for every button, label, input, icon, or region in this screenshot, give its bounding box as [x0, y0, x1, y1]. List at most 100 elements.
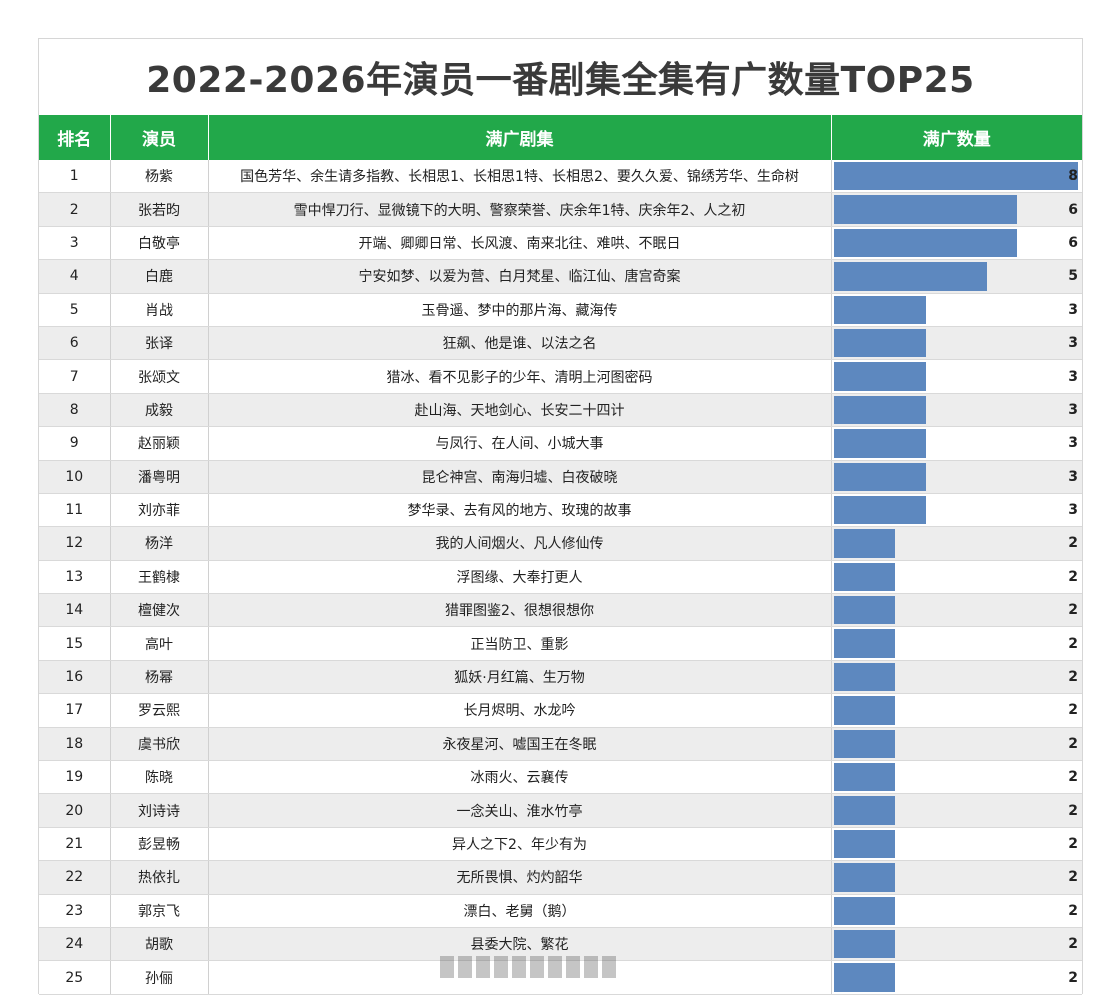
count-value: 3 — [1068, 401, 1078, 418]
count-bar — [833, 963, 895, 992]
count-value: 3 — [1068, 435, 1078, 452]
count-cell: 2 — [831, 626, 1082, 661]
actor-cell: 王鹤棣 — [110, 560, 209, 595]
count-bar — [833, 262, 987, 291]
header-count: 满广数量 — [831, 115, 1082, 160]
count-value: 2 — [1068, 969, 1078, 986]
actor-cell: 张颂文 — [110, 359, 209, 394]
page-title: 2022-2026年演员一番剧集全集有广数量TOP25 — [146, 60, 975, 101]
count-cell: 3 — [831, 359, 1082, 394]
actor-cell: 陈晓 — [110, 760, 209, 795]
count-bar — [833, 228, 1017, 258]
count-value: 2 — [1068, 902, 1078, 919]
rank-cell: 16 — [39, 660, 111, 695]
count-cell: 6 — [831, 192, 1082, 227]
header-dramas: 满广剧集 — [208, 115, 832, 160]
count-cell: 5 — [831, 259, 1082, 294]
dramas-cell: 一念关山、淮水竹亭 — [208, 793, 832, 828]
count-value: 6 — [1068, 201, 1078, 218]
table-row: 6 张译 狂飙、他是谁、以法之名 3 — [39, 326, 1082, 361]
dramas-cell: 漂白、老舅（鹅） — [208, 894, 832, 928]
count-bar — [833, 295, 926, 324]
dramas-cell: 昆仑神宫、南海归墟、白夜破晓 — [208, 460, 832, 494]
dramas-cell: 猎冰、看不见影子的少年、清明上河图密码 — [208, 359, 832, 394]
count-cell: 2 — [831, 960, 1082, 995]
rank-cell: 13 — [39, 560, 111, 595]
actor-cell: 杨幂 — [110, 660, 209, 695]
dramas-cell: 赴山海、天地剑心、长安二十四计 — [208, 393, 832, 428]
count-value: 2 — [1068, 735, 1078, 752]
dramas-cell: 无所畏惧、灼灼韶华 — [208, 860, 832, 895]
table-row: 9 赵丽颖 与凤行、在人间、小城大事 3 — [39, 426, 1082, 461]
dramas-cell: 国色芳华、余生请多指教、长相思1、长相思1特、长相思2、要久久爱、锦绣芳华、生命… — [208, 160, 832, 194]
table-row: 25 孙俪 2 — [39, 960, 1082, 995]
table-row: 1 杨紫 国色芳华、余生请多指教、长相思1、长相思1特、长相思2、要久久爱、锦绣芳华… — [39, 160, 1082, 194]
dramas-cell — [208, 960, 832, 995]
table-row: 18 虞书欣 永夜星河、嘘国王在冬眠 2 — [39, 727, 1082, 762]
table-row: 8 成毅 赴山海、天地剑心、长安二十四计 3 — [39, 393, 1082, 428]
rank-cell: 24 — [39, 927, 111, 962]
count-bar — [833, 362, 926, 391]
table-row: 17 罗云熙 长月烬明、水龙吟 2 — [39, 693, 1082, 728]
count-cell: 2 — [831, 727, 1082, 762]
dramas-cell: 异人之下2、年少有为 — [208, 827, 832, 862]
table-row: 21 彭昱畅 异人之下2、年少有为 2 — [39, 827, 1082, 862]
count-bar — [833, 863, 895, 892]
count-value: 8 — [1068, 168, 1078, 185]
actor-cell: 彭昱畅 — [110, 827, 209, 862]
count-bar — [833, 562, 895, 592]
count-cell: 2 — [831, 760, 1082, 795]
count-bar — [833, 896, 895, 925]
rank-cell: 8 — [39, 393, 111, 428]
count-cell: 2 — [831, 860, 1082, 895]
count-cell: 2 — [831, 660, 1082, 695]
actor-cell: 白鹿 — [110, 259, 209, 294]
rank-cell: 9 — [39, 426, 111, 461]
count-cell: 3 — [831, 393, 1082, 428]
actor-cell: 张若昀 — [110, 192, 209, 227]
actor-cell: 成毅 — [110, 393, 209, 428]
count-cell: 2 — [831, 526, 1082, 561]
actor-cell: 虞书欣 — [110, 727, 209, 762]
table-row: 7 张颂文 猎冰、看不见影子的少年、清明上河图密码 3 — [39, 359, 1082, 394]
count-value: 2 — [1068, 568, 1078, 585]
dramas-cell: 与凤行、在人间、小城大事 — [208, 426, 832, 461]
count-cell: 2 — [831, 693, 1082, 728]
count-value: 3 — [1068, 368, 1078, 385]
count-bar — [833, 729, 895, 759]
actor-cell: 杨洋 — [110, 526, 209, 561]
count-bar — [833, 763, 895, 792]
dramas-cell: 玉骨遥、梦中的那片海、藏海传 — [208, 293, 832, 327]
count-bar — [833, 929, 895, 959]
rank-cell: 11 — [39, 493, 111, 528]
header-row: 排名 演员 满广剧集 满广数量 — [39, 115, 1082, 160]
actor-cell: 热依扎 — [110, 860, 209, 895]
actor-cell: 高叶 — [110, 626, 209, 661]
rank-cell: 12 — [39, 526, 111, 561]
rank-cell: 1 — [39, 160, 111, 194]
actor-cell: 郭京飞 — [110, 894, 209, 928]
actor-cell: 刘诗诗 — [110, 793, 209, 828]
dramas-cell: 雪中悍刀行、显微镜下的大明、警察荣誉、庆余年1特、庆余年2、人之初 — [208, 192, 832, 227]
ranking-table: 排名 演员 满广剧集 满广数量 1 杨紫 国色芳华、余生请多指教、长相思1、长相思1… — [39, 115, 1082, 995]
rank-cell: 18 — [39, 727, 111, 762]
count-value: 2 — [1068, 635, 1078, 652]
table-row: 19 陈晓 冰雨火、云襄传 2 — [39, 760, 1082, 795]
count-cell: 3 — [831, 493, 1082, 528]
count-bar — [833, 596, 895, 625]
actor-cell: 白敬亭 — [110, 226, 209, 261]
header-actor: 演员 — [110, 115, 209, 160]
count-cell: 2 — [831, 894, 1082, 928]
rank-cell: 20 — [39, 793, 111, 828]
dramas-cell: 宁安如梦、以爱为营、白月梵星、临江仙、唐宫奇案 — [208, 259, 832, 294]
count-bar — [833, 696, 895, 725]
count-value: 3 — [1068, 502, 1078, 519]
table-row: 14 檀健次 猎罪图鉴2、很想很想你 2 — [39, 593, 1082, 628]
count-cell: 2 — [831, 827, 1082, 862]
count-cell: 2 — [831, 927, 1082, 962]
count-bar — [833, 796, 895, 825]
rank-cell: 14 — [39, 593, 111, 628]
count-bar — [833, 495, 926, 525]
dramas-cell: 浮图缘、大奉打更人 — [208, 560, 832, 595]
actor-cell: 刘亦菲 — [110, 493, 209, 528]
